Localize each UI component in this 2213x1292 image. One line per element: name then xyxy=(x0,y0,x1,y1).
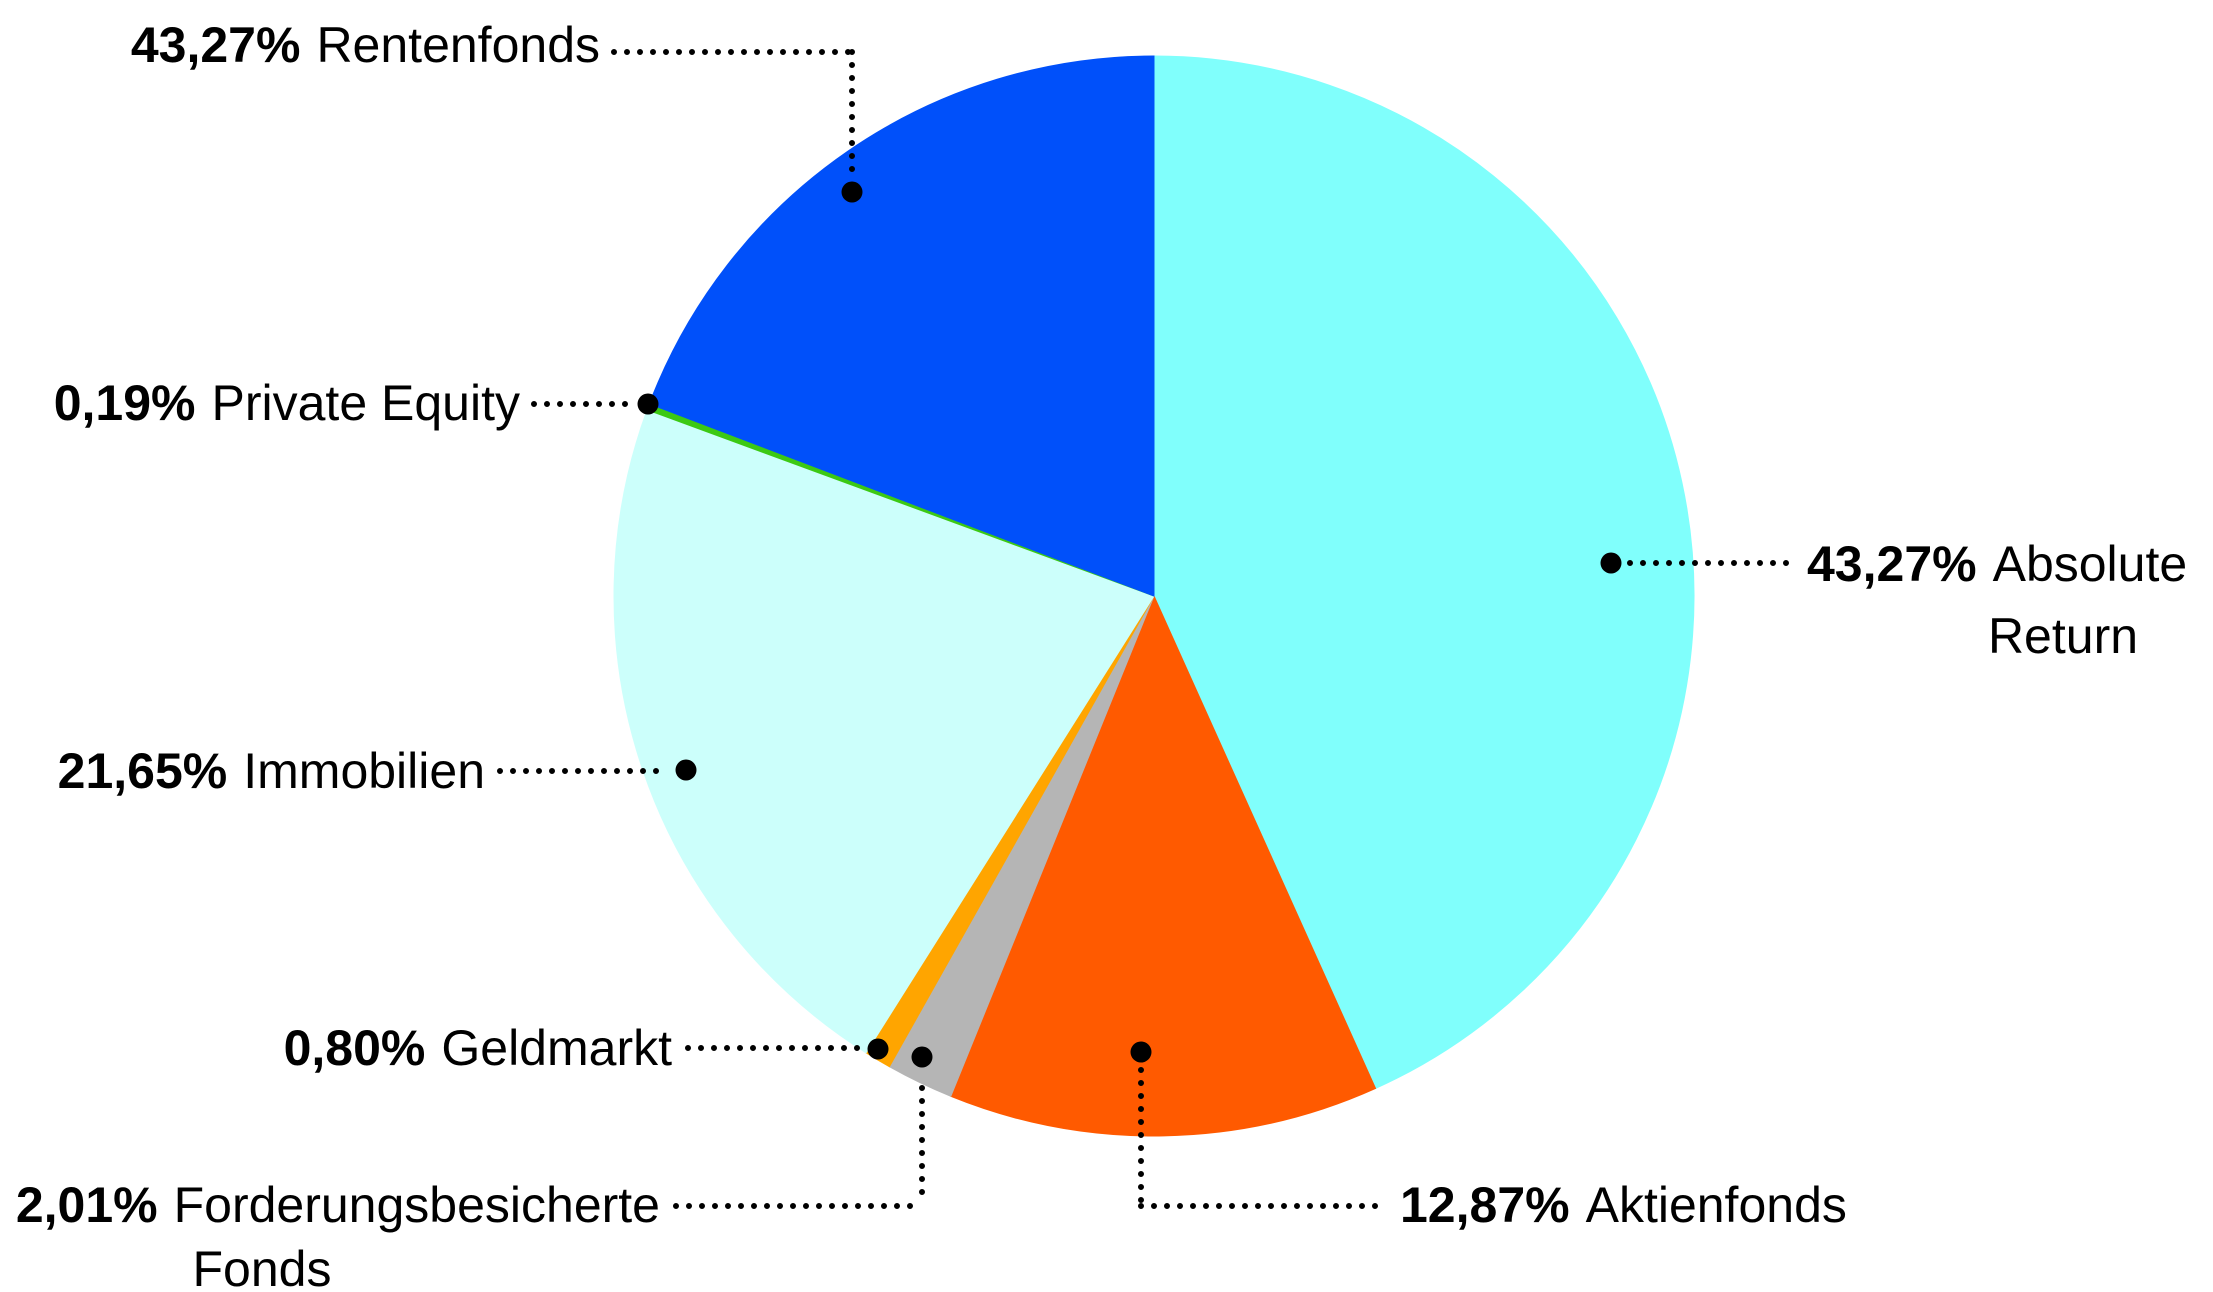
label-absolute-return-pct: 43,27% xyxy=(1807,536,1977,592)
leader-dot-private-equity xyxy=(637,393,659,415)
leader-dot-immobilien xyxy=(675,759,697,781)
leader-dot-absolute-return xyxy=(1600,552,1622,574)
pie-slice-aktienfonds xyxy=(950,594,1377,1137)
leader-lines xyxy=(497,49,1791,1209)
pie-slice-absolute-return xyxy=(1153,55,1695,1090)
label-private-equity-name: Private Equity xyxy=(212,375,520,431)
label-private-equity: 0,19% Private Equity xyxy=(54,375,520,431)
label-forderungsbesicherte-pct: 2,01% xyxy=(16,1177,158,1233)
label-absolute-return-name1: Absolute xyxy=(1993,536,2188,592)
label-absolute-return-line2: Return xyxy=(1988,608,2138,664)
label-rentenfonds-pct: 43,27% xyxy=(131,17,301,73)
label-forderungsbesicherte-line2: Fonds xyxy=(193,1241,332,1292)
label-aktienfonds-pct: 12,87% xyxy=(1400,1177,1570,1233)
leader-dot-rentenfonds xyxy=(841,181,863,203)
label-immobilien-pct: 21,65% xyxy=(58,743,228,799)
slice-labels: 43,27% Rentenfonds 0,19% Private Equity 21… xyxy=(16,17,2187,1292)
label-forderungsbesicherte-line1: 2,01% Forderungsbesicherte xyxy=(16,1177,660,1233)
label-geldmarkt-name: Geldmarkt xyxy=(441,1020,672,1076)
label-forderungsbesicherte-name1: Forderungsbesicherte xyxy=(174,1177,660,1233)
label-aktienfonds-name: Aktienfonds xyxy=(1586,1177,1847,1233)
label-absolute-return-line1: 43,27% Absolute xyxy=(1807,536,2187,592)
leader-dot-geldmarkt xyxy=(867,1038,889,1060)
pie-slices xyxy=(613,55,1695,1137)
label-immobilien-name: Immobilien xyxy=(243,743,485,799)
pie-slice-rentenfonds xyxy=(648,55,1155,597)
label-geldmarkt: 0,80% Geldmarkt xyxy=(284,1020,673,1076)
label-private-equity-pct: 0,19% xyxy=(54,375,196,431)
leader-dot-forderungsbesicherte-fonds xyxy=(911,1046,933,1068)
label-immobilien: 21,65% Immobilien xyxy=(58,743,485,799)
leader-dot-aktienfonds xyxy=(1130,1041,1152,1063)
label-geldmarkt-pct: 0,80% xyxy=(284,1020,426,1076)
label-rentenfonds-name: Rentenfonds xyxy=(316,17,600,73)
label-rentenfonds: 43,27% Rentenfonds xyxy=(131,17,600,73)
label-aktienfonds: 12,87% Aktienfonds xyxy=(1400,1177,1847,1233)
